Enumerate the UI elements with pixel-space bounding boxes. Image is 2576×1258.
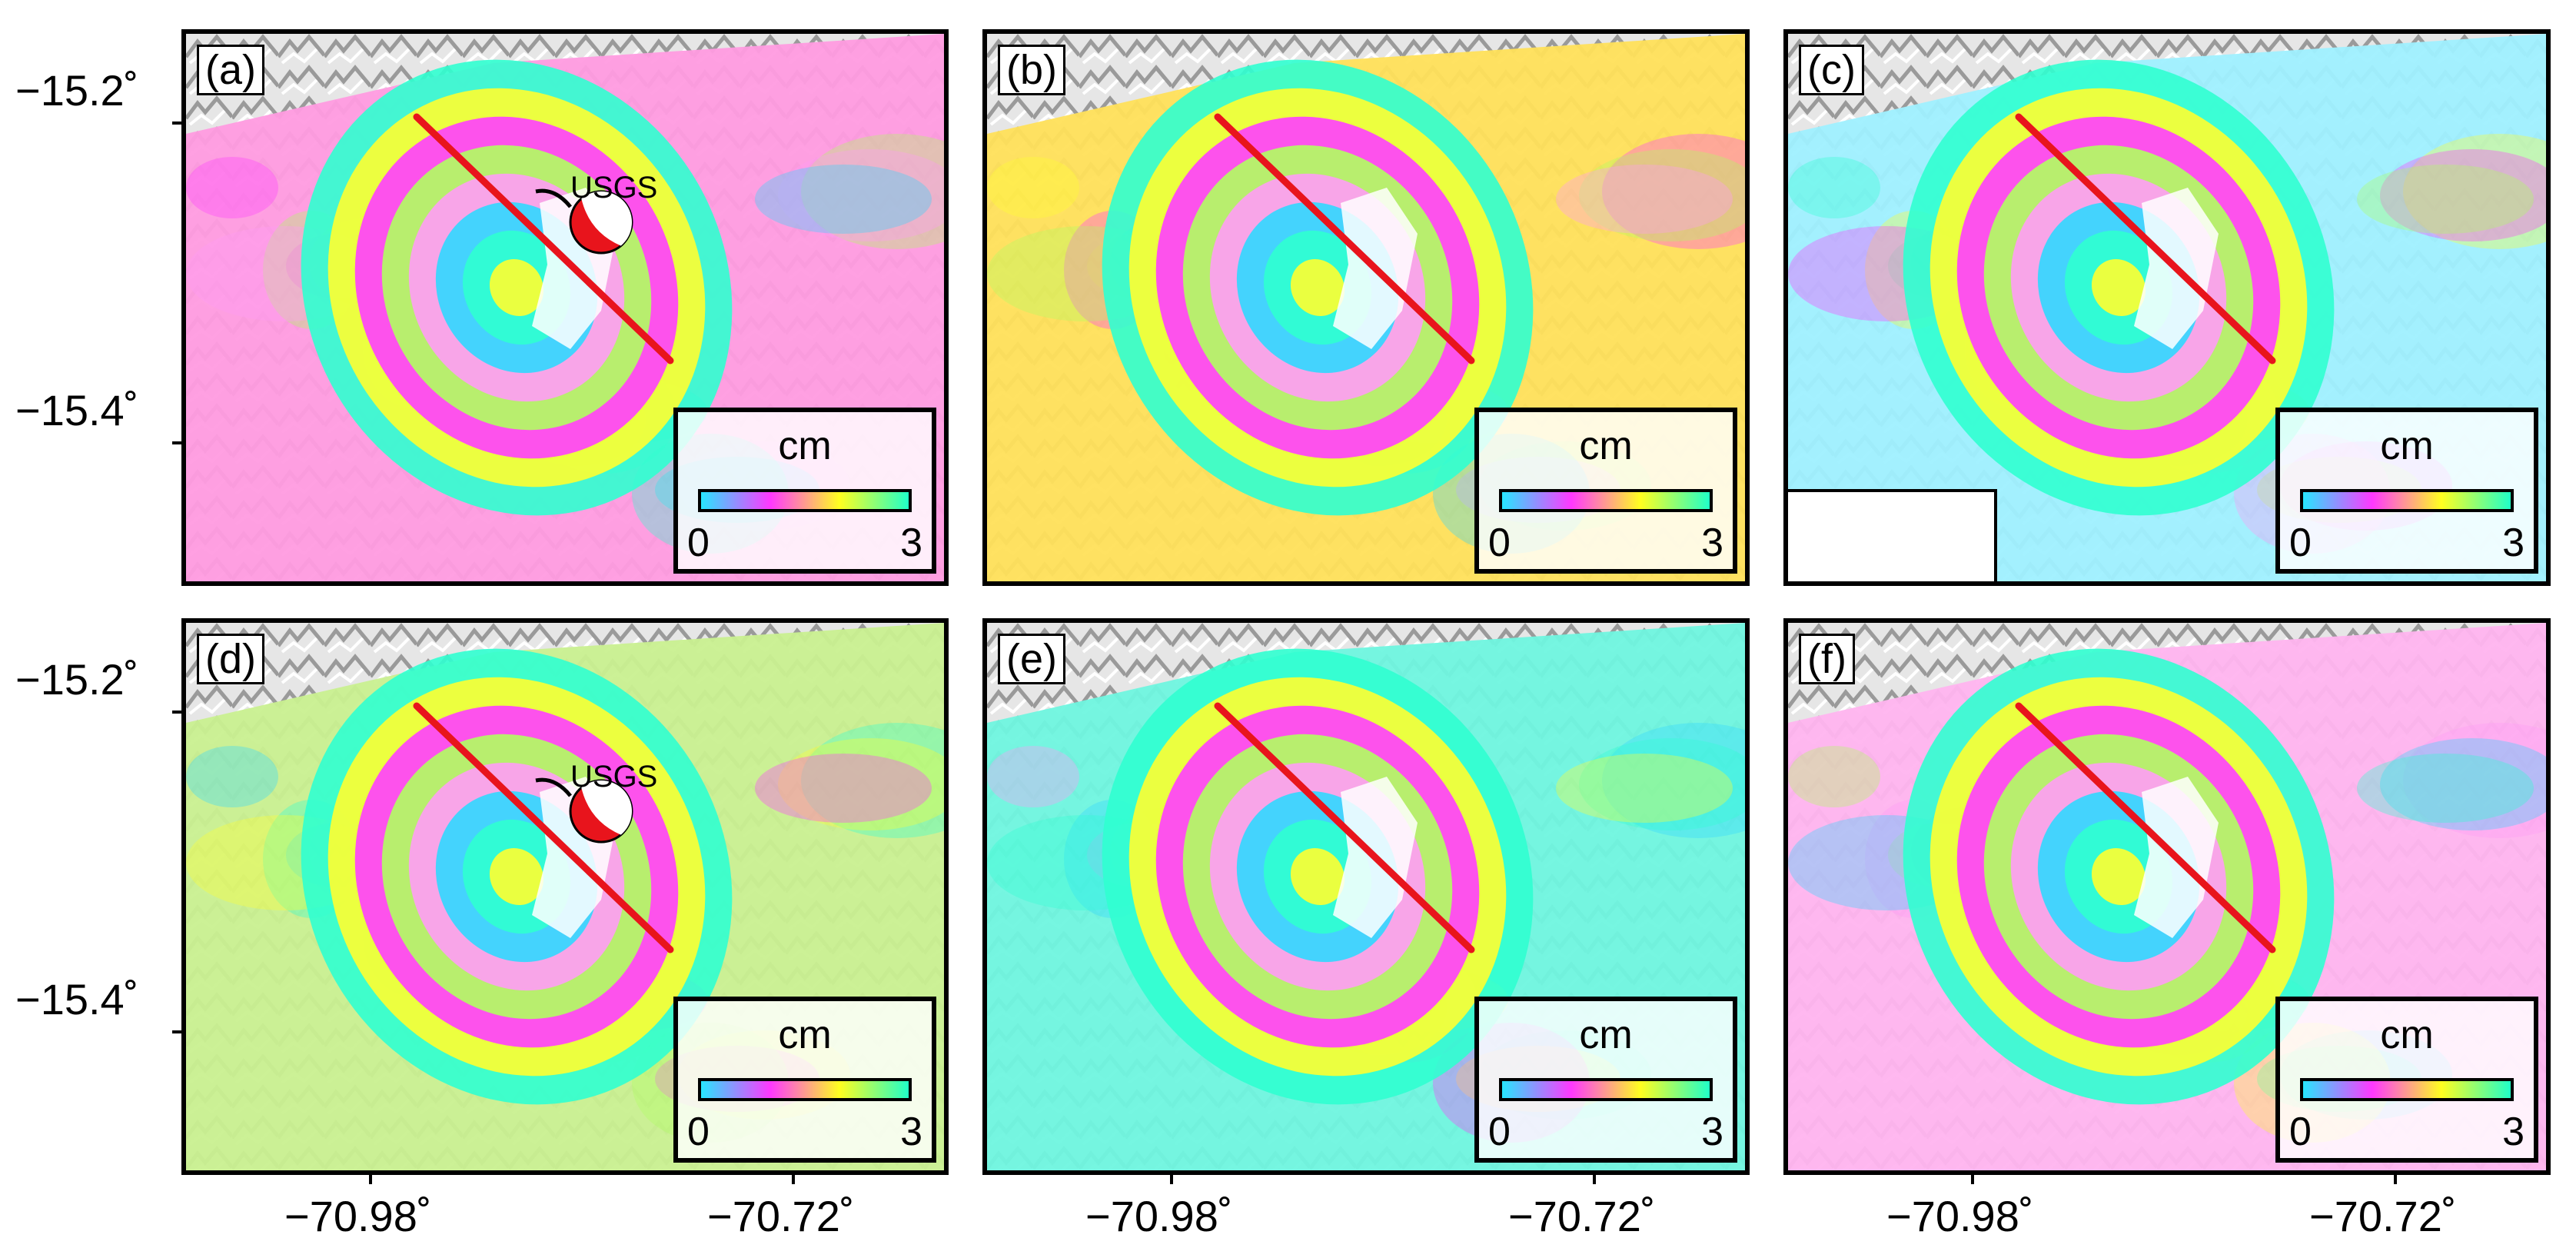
colorbar-unit: cm [778,1013,832,1057]
colorbar-max: 3 [1701,1110,1723,1154]
colorbar-unit: cm [2380,424,2434,468]
fault-trace [413,702,674,953]
fault-trace [1214,702,1475,953]
panel-e: (e) cm 0 3 [982,618,1750,1175]
panel-c: (c) cm 0 3 [1783,29,2551,586]
panel-d-label: (d) [197,634,264,684]
fault-trace [1214,113,1475,364]
colorbar-unit: cm [778,424,832,468]
x-tick-label-col2-1: −70.98˚ [1085,1192,1233,1240]
beachball-source-label: USGS [570,760,658,794]
x-tick-mark [1170,1175,1173,1184]
y-tick-mark [172,1030,181,1033]
y-tick-label-top-row-1: −15.2˚ [15,66,139,115]
colorbar-min: 0 [687,521,710,565]
y-tick-mark [172,121,181,125]
colorbar-max: 3 [1701,521,1723,565]
panel-b-label: (b) [998,45,1065,95]
y-tick-mark [172,711,181,714]
y-tick-label-top-row-2: −15.4˚ [15,386,139,434]
colorbar-max: 3 [900,521,922,565]
x-tick-label-col3-2: −70.72˚ [2309,1192,2457,1240]
fault-trace [2015,113,2276,364]
colorbar [698,489,912,512]
y-tick-label-bottom-row-2: −15.4˚ [15,975,139,1023]
colorbar-max: 3 [900,1110,922,1154]
panel-f-label: (f) [1799,634,1855,684]
fault-trace [2015,702,2276,953]
panel-d-colorbar-legend: cm 0 3 [673,997,936,1163]
x-tick-label-col1-1: −70.98˚ [284,1192,432,1240]
colorbar-max: 3 [2502,521,2524,565]
colorbar-min: 0 [2289,1110,2312,1154]
x-tick-mark [2394,1175,2397,1184]
panel-c-label: (c) [1799,45,1864,95]
colorbar-unit: cm [1579,424,1633,468]
x-tick-label-col2-2: −70.72˚ [1508,1192,1656,1240]
panel-a: (a) cm 0 3 USGS [181,29,949,586]
fault-trace [413,113,674,364]
beachball-source-label: USGS [570,171,658,205]
y-tick-label-bottom-row-1: −15.2˚ [15,655,139,704]
panel-e-label: (e) [998,634,1065,684]
panel-c-colorbar-legend: cm 0 3 [2275,408,2538,574]
colorbar-unit: cm [1579,1013,1633,1057]
colorbar [2300,489,2514,512]
colorbar [698,1078,912,1101]
colorbar [2300,1078,2514,1101]
x-tick-mark [792,1175,795,1184]
panel-f: (f) cm 0 3 [1783,618,2551,1175]
colorbar-min: 0 [2289,521,2312,565]
panel-a-label: (a) [197,45,264,95]
colorbar [1499,489,1713,512]
x-tick-label-col1-2: −70.72˚ [707,1192,855,1240]
panel-a-colorbar-legend: cm 0 3 [673,408,936,574]
x-tick-mark [369,1175,372,1184]
panel-e-map [987,623,1745,1170]
focal-mechanism-beachball [535,188,633,255]
panel-c-no-data-mask [1788,489,1997,581]
y-tick-mark [172,441,181,444]
panel-b-colorbar-legend: cm 0 3 [1474,408,1737,574]
panel-f-colorbar-legend: cm 0 3 [2275,997,2538,1163]
panel-e-colorbar-legend: cm 0 3 [1474,997,1737,1163]
x-tick-label-col3-1: −70.98˚ [1886,1192,2034,1240]
colorbar [1499,1078,1713,1101]
panel-b: (b) cm 0 3 [982,29,1750,586]
colorbar-min: 0 [1488,521,1511,565]
colorbar-min: 0 [1488,1110,1511,1154]
x-tick-mark [1593,1175,1596,1184]
colorbar-min: 0 [687,1110,710,1154]
x-tick-mark [1971,1175,1974,1184]
colorbar-max: 3 [2502,1110,2524,1154]
panel-d: (d) cm 0 3 USGS [181,618,949,1175]
colorbar-unit: cm [2380,1013,2434,1057]
focal-mechanism-beachball [535,777,633,844]
